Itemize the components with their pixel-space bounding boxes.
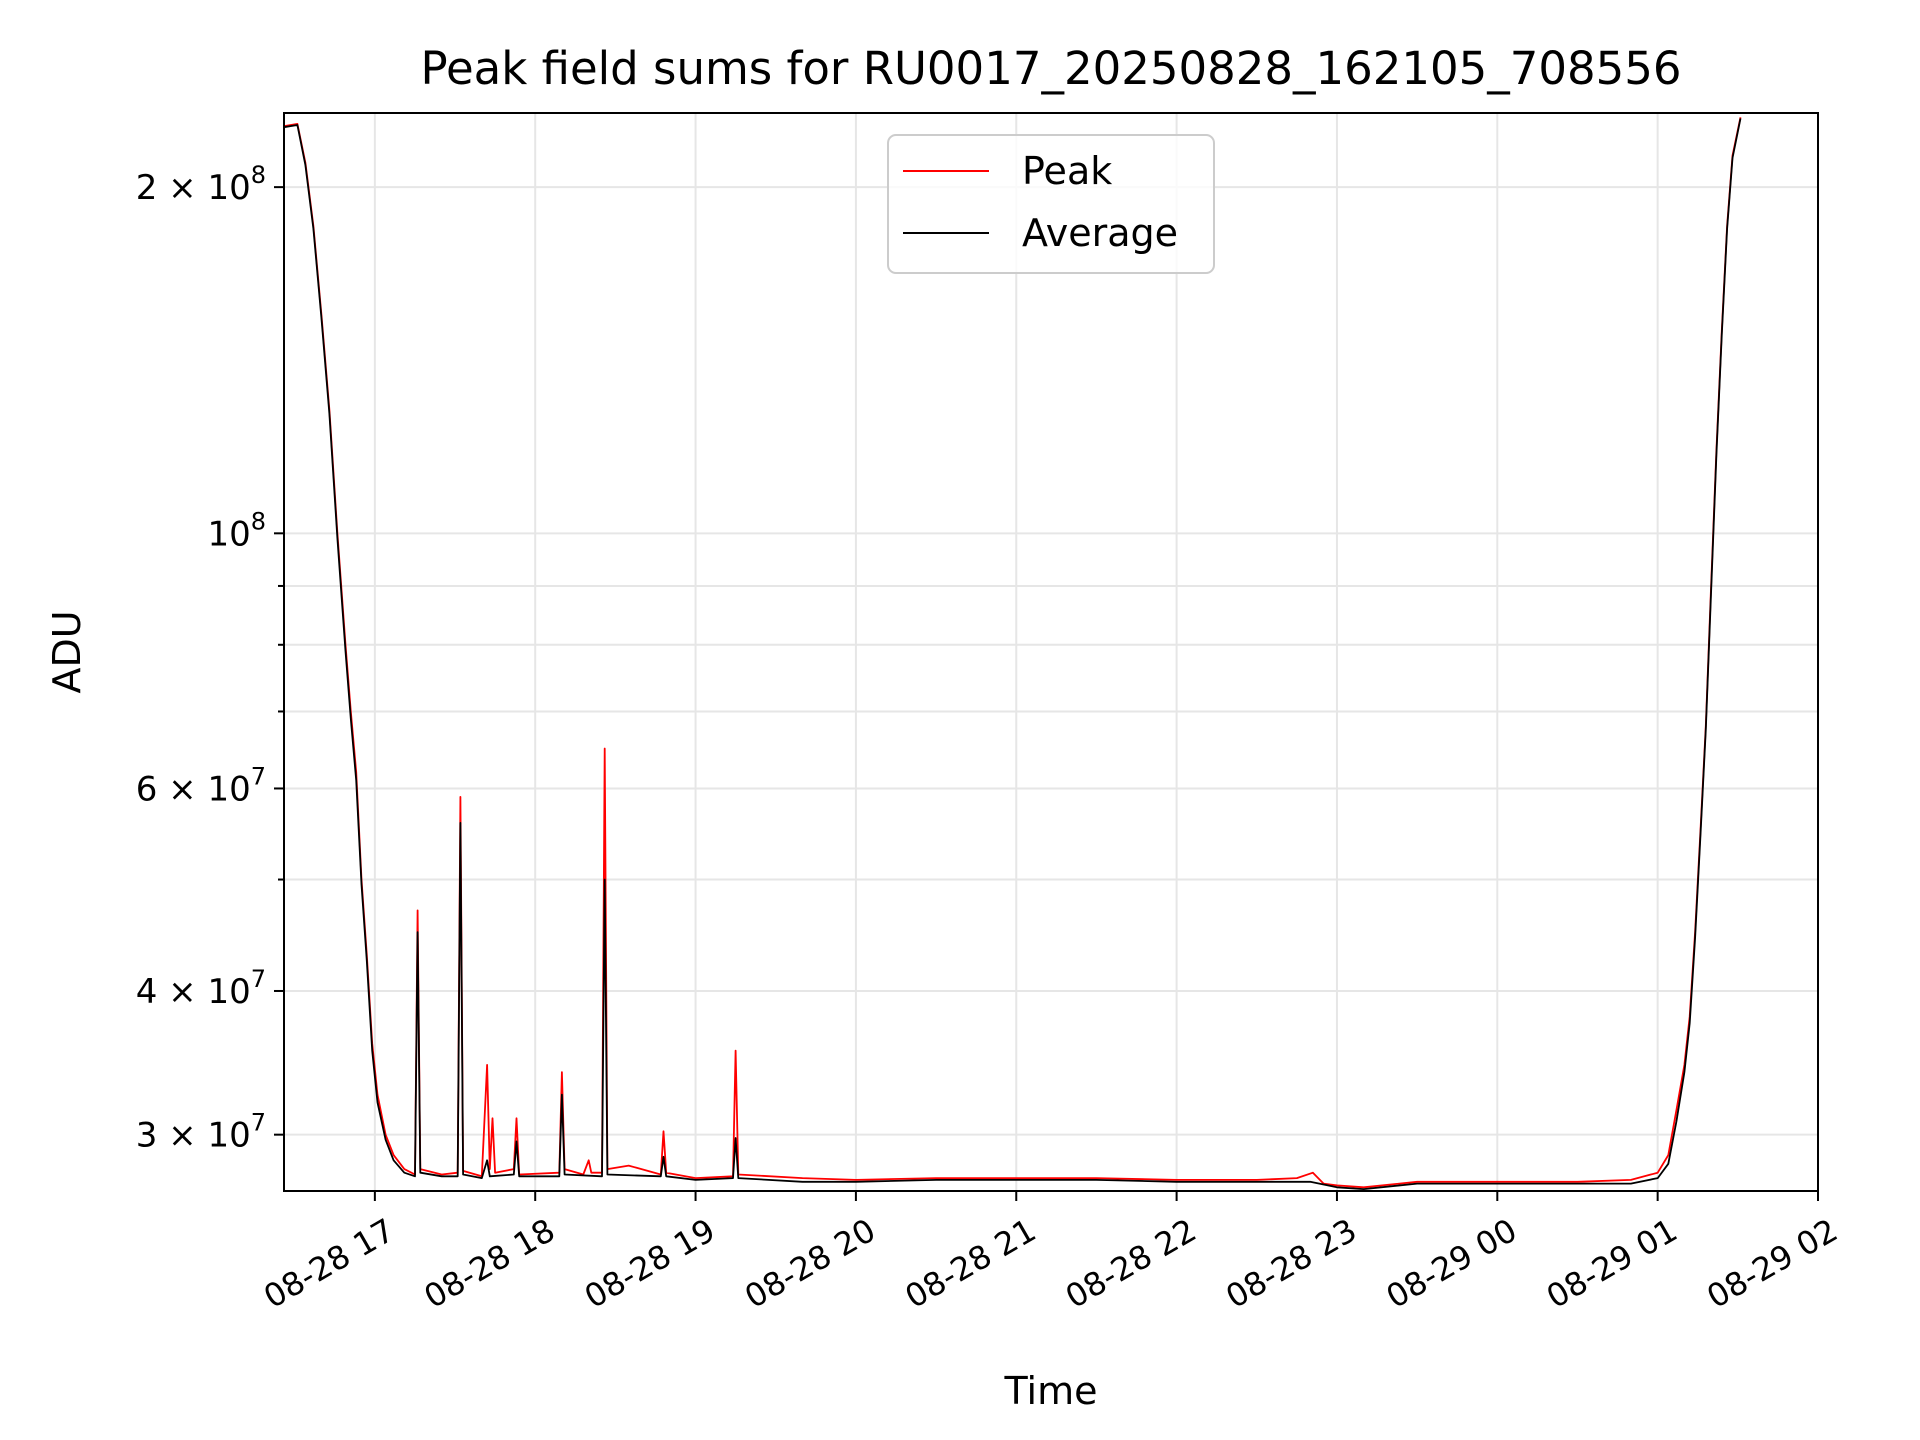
y-tick-label: 6 × 107	[136, 762, 266, 809]
plot-frame	[283, 112, 1819, 1192]
y-axis-label: ADU	[45, 610, 89, 693]
y-tick-label: 3 × 107	[136, 1109, 266, 1156]
x-axis-label: Time	[1004, 1369, 1098, 1413]
y-tick-label: 2 × 108	[136, 161, 266, 208]
chart-title: Peak field sums for RU0017_20250828_1621…	[420, 42, 1681, 95]
y-tick-label: 4 × 107	[136, 965, 266, 1012]
legend-label-peak: Peak	[1022, 149, 1112, 193]
legend-box	[887, 134, 1215, 274]
series-line-average	[284, 118, 1742, 1190]
y-tick-label: 108	[207, 507, 266, 554]
legend: Peak Average	[887, 134, 1215, 274]
legend-label-average: Average	[1022, 211, 1178, 255]
series-layer	[284, 117, 1742, 1190]
